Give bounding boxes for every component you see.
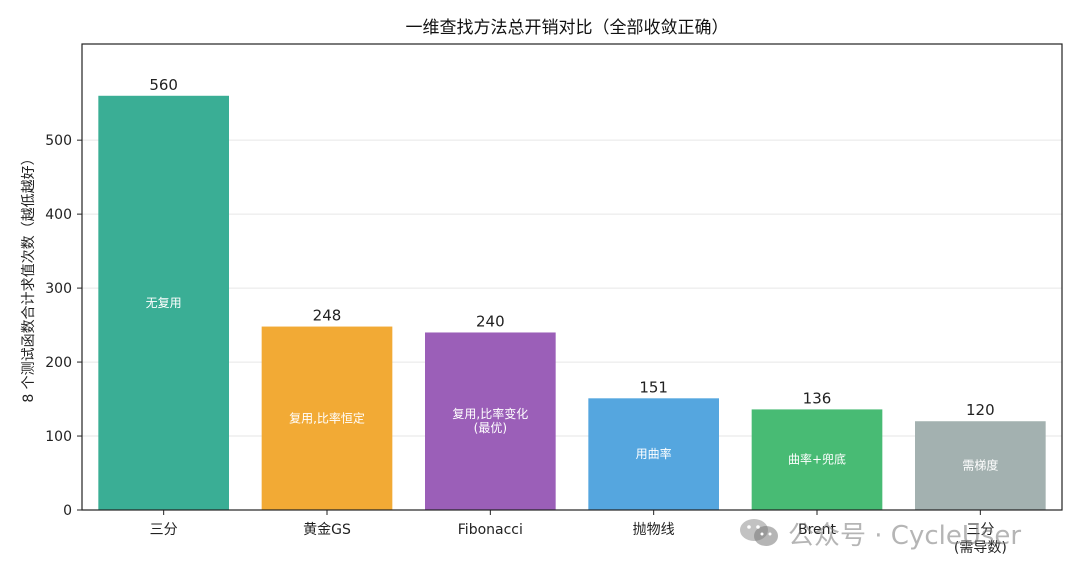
y-tick-label: 300 [45,281,72,297]
bar [425,332,556,510]
x-tick-label: Fibonacci [458,522,523,538]
bar-value-label: 151 [639,378,668,396]
x-tick-label: 黄金GS [303,521,351,538]
grid-lines [82,139,1062,437]
x-tick-label: Brent [798,522,837,538]
bar-inner-label: 复用,比率恒定 [289,410,365,425]
bar [261,326,393,510]
bar-value-label: 240 [476,312,505,330]
bar-inner-label: 用曲率 [636,446,672,461]
x-tick-label: (需导数) [954,540,1007,556]
plot-area-frame [81,43,1063,511]
bar-value-label: 120 [966,401,995,419]
x-tick-label: 三分 [150,522,178,538]
bar-value-label: 248 [313,307,342,325]
bar [751,409,883,510]
axis-ticks: 0 100 200 300 400 500 三分 黄金GS Fibonacci 抛物线 Brent 三… [45,133,1007,556]
bar-inner-label: 无复用 [146,296,182,310]
bar-inner-label: (最优) [474,421,507,435]
x-tick-label: 三分 [966,522,994,538]
y-tick-label: 200 [45,355,72,371]
bar [915,421,1046,510]
chart-title: 一维查找方法总开销对比（全部收敛正确） [406,18,729,38]
bar [98,95,229,511]
bar [588,398,719,510]
y-tick-label: 100 [45,429,72,445]
bar-inner-label: 需梯度 [962,458,998,473]
y-tick-label: 500 [45,133,72,149]
bar-inner-label: 曲率+兜底 [788,452,846,467]
bar-value-label: 136 [803,389,832,407]
bar-value-label: 560 [149,76,178,94]
y-axis-label: 8 个测试函数合计求值次数（越低越好） [21,151,37,402]
y-tick-label: 400 [45,207,72,223]
wechat-icon [740,519,778,546]
bars: 560 无复用 248 复用,比率恒定 240 复用,比率变化(最优) 151 用曲率 136 曲… [98,76,1046,511]
y-tick-label: 0 [63,503,72,519]
x-tick-label: 抛物线 [633,522,675,538]
bar-inner-label: 复用,比率变化 [452,406,528,421]
watermark-text: 公众号 · CycleUser [788,520,1022,551]
watermark: 公众号 · CycleUser [738,515,1021,551]
